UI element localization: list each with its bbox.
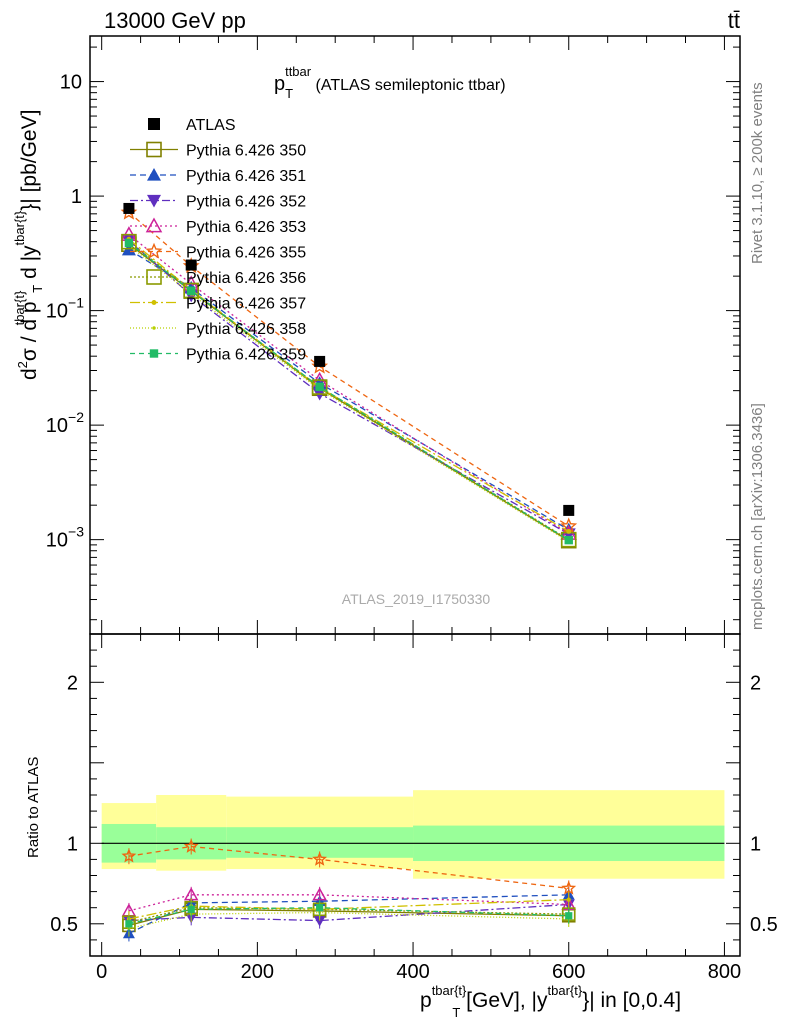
mcplots-label: mcplots.cern.ch [arXiv:1306.3436] xyxy=(749,403,766,630)
legend-label-5: Pythia 6.426 356 xyxy=(186,270,306,287)
ratio-point-4 xyxy=(561,880,577,895)
legend-label-4: Pythia 6.426 355 xyxy=(186,245,306,262)
ratio-y-tick-label-right: 0.5 xyxy=(750,914,778,936)
rivet-label: Rivet 3.1.10, ≥ 200k events xyxy=(749,82,766,264)
plot-title: pTttbar (ATLAS semileptonic ttbar) xyxy=(274,64,506,101)
ratio-point-6 xyxy=(566,897,571,902)
y-tick-label: 10−2 xyxy=(46,409,84,437)
legend: ATLAS Pythia 6.426 350 Pythia 6.426 351 Pyt… xyxy=(130,117,306,364)
series-line-3 xyxy=(128,234,570,535)
ratio-point-4 xyxy=(121,848,137,863)
legend-marker-8 xyxy=(149,349,159,358)
legend-marker-3 xyxy=(145,217,163,233)
ratio-y-tick-label: 2 xyxy=(67,672,78,694)
y-tick-label: 10−1 xyxy=(46,295,84,323)
ratio-y-tick-label: 1 xyxy=(67,833,78,855)
x-tick-label: 600 xyxy=(552,961,585,983)
main-data-group xyxy=(123,202,575,516)
ratio-point-8 xyxy=(316,904,324,912)
x-tick-label: 200 xyxy=(241,961,274,983)
data-point xyxy=(185,259,197,271)
ratio-line-2 xyxy=(128,903,569,922)
series-point-5 xyxy=(311,379,328,395)
legend-label-2: Pythia 6.426 352 xyxy=(186,194,306,211)
ratio-axes: 0 200 400 600 800 0.5 0.5 1 1 2 2 xyxy=(50,633,778,983)
ratio-y-tick-label-right: 2 xyxy=(750,672,761,694)
ratio-point-4 xyxy=(183,838,199,853)
legend-label-6: Pythia 6.426 357 xyxy=(186,296,306,313)
ratio-point-4 xyxy=(312,851,328,866)
y-tick-label: 10 xyxy=(60,72,82,94)
ratio-point-3 xyxy=(312,887,327,901)
series-line-2 xyxy=(128,239,570,535)
ratio-series-group xyxy=(121,838,577,942)
series-line-5 xyxy=(128,241,570,541)
y-tick-label: 1 xyxy=(71,186,82,208)
ratio-line-6 xyxy=(128,899,569,920)
series-line-6 xyxy=(128,238,570,532)
ratio-y-axis-label: Ratio to ATLAS xyxy=(25,757,42,858)
legend-label-1: Pythia 6.426 351 xyxy=(186,168,306,185)
ratio-point-2 xyxy=(313,915,326,927)
series-point-8 xyxy=(315,382,324,392)
series-point-6 xyxy=(566,528,572,534)
series-point-5 xyxy=(183,282,199,299)
legend-label-0: Pythia 6.426 350 xyxy=(186,143,306,160)
ratio-line-1 xyxy=(128,894,569,935)
x-tick-label: 800 xyxy=(708,961,741,983)
header-right: tt̄ xyxy=(728,8,740,33)
legend-label-7: Pythia 6.426 358 xyxy=(186,321,306,338)
x-axis-label: ptbar{t} T [GeV], |ytbar{t}}| in [0,0.4] xyxy=(420,983,681,1020)
legend-marker-2 xyxy=(147,194,161,208)
main-axes: 10−3 10−2 10−1 1 10 xyxy=(46,35,741,635)
y-axis-label: d2σ / d ptbar{t}T d |ytbar{t}}| [pb/GeV] xyxy=(12,110,45,380)
series-line-4 xyxy=(128,211,570,527)
ratio-y-tick-label: 0.5 xyxy=(50,914,78,936)
ratio-y-tick-label-right: 1 xyxy=(750,833,761,855)
ratio-point-8 xyxy=(187,905,195,913)
y-tick-label: 10−3 xyxy=(46,524,84,552)
legend-marker-5 xyxy=(146,269,162,285)
legend-marker-7 xyxy=(152,326,156,330)
header-left: 13000 GeV pp xyxy=(104,8,246,33)
legend-label-8: Pythia 6.426 359 xyxy=(186,347,306,364)
x-tick-label: 0 xyxy=(96,961,107,983)
data-point xyxy=(563,504,575,516)
x-tick-label: 400 xyxy=(396,961,429,983)
ratio-line-8 xyxy=(128,907,569,925)
legend-marker-0 xyxy=(146,141,162,158)
legend-label-atlas: ATLAS xyxy=(186,117,236,134)
analysis-watermark: ATLAS_2019_I1750330 xyxy=(342,591,491,607)
series-point-8 xyxy=(124,238,134,248)
data-point xyxy=(314,355,326,367)
data-point xyxy=(123,202,135,214)
series-point-5 xyxy=(121,233,137,250)
legend-marker-1 xyxy=(147,168,161,181)
series-point-8 xyxy=(564,535,573,545)
legend-marker-6 xyxy=(151,300,157,305)
ratio-point-8 xyxy=(125,920,133,928)
ratio-bands xyxy=(101,790,725,879)
series-line-8 xyxy=(128,242,570,541)
ratio-point-8 xyxy=(565,912,573,920)
series-line-1 xyxy=(128,249,570,531)
series-point-8 xyxy=(186,286,196,295)
legend-marker-atlas xyxy=(148,118,160,130)
legend-label-3: Pythia 6.426 353 xyxy=(186,219,306,236)
ratio-line-0 xyxy=(128,908,569,927)
ratio-line-4 xyxy=(128,845,569,890)
legend-marker-4 xyxy=(145,242,163,259)
